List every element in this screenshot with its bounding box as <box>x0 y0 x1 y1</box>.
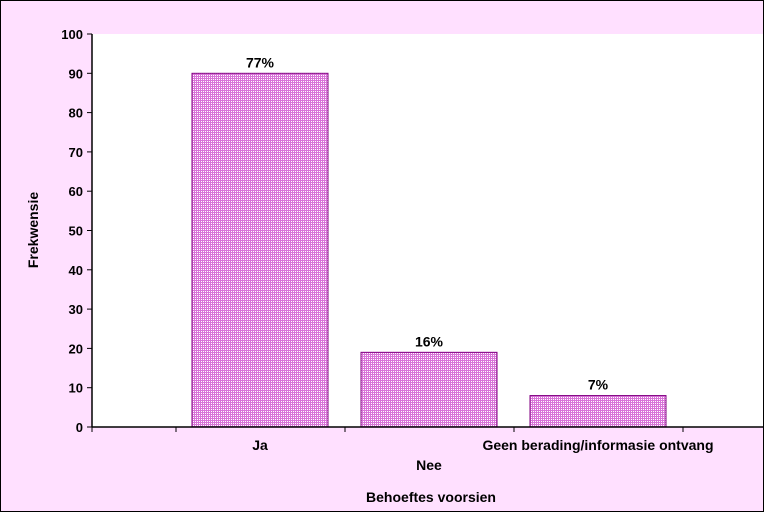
y-tick-label-4: 40 <box>69 263 83 278</box>
y-tick-label-2: 20 <box>69 341 83 356</box>
y-tick-label-1: 10 <box>69 381 83 396</box>
y-tick-label-3: 30 <box>69 302 83 317</box>
data-label-1: 77% <box>246 54 275 70</box>
y-tick-label-0: 0 <box>76 420 83 435</box>
y-tick-label-5: 50 <box>69 224 83 239</box>
y-tick-label-7: 70 <box>69 145 83 160</box>
data-label-2: 16% <box>415 333 444 349</box>
y-tick-label-8: 80 <box>69 106 83 121</box>
data-label-3: 7% <box>588 377 609 393</box>
x-axis-title: Behoeftes voorsien <box>366 489 496 505</box>
bar-3 <box>529 395 667 428</box>
bar-1 <box>191 72 329 428</box>
category-label-2: Nee <box>416 457 442 473</box>
y-axis-title: Frekwensie <box>25 192 41 268</box>
y-tick-label-10: 100 <box>61 27 83 42</box>
bar-2 <box>360 351 498 428</box>
category-label-1: Ja <box>252 437 268 453</box>
y-tick-label-6: 60 <box>69 184 83 199</box>
y-tick-label-9: 90 <box>69 66 83 81</box>
category-label-3: Geen berading/informasie ontvang <box>482 437 713 453</box>
